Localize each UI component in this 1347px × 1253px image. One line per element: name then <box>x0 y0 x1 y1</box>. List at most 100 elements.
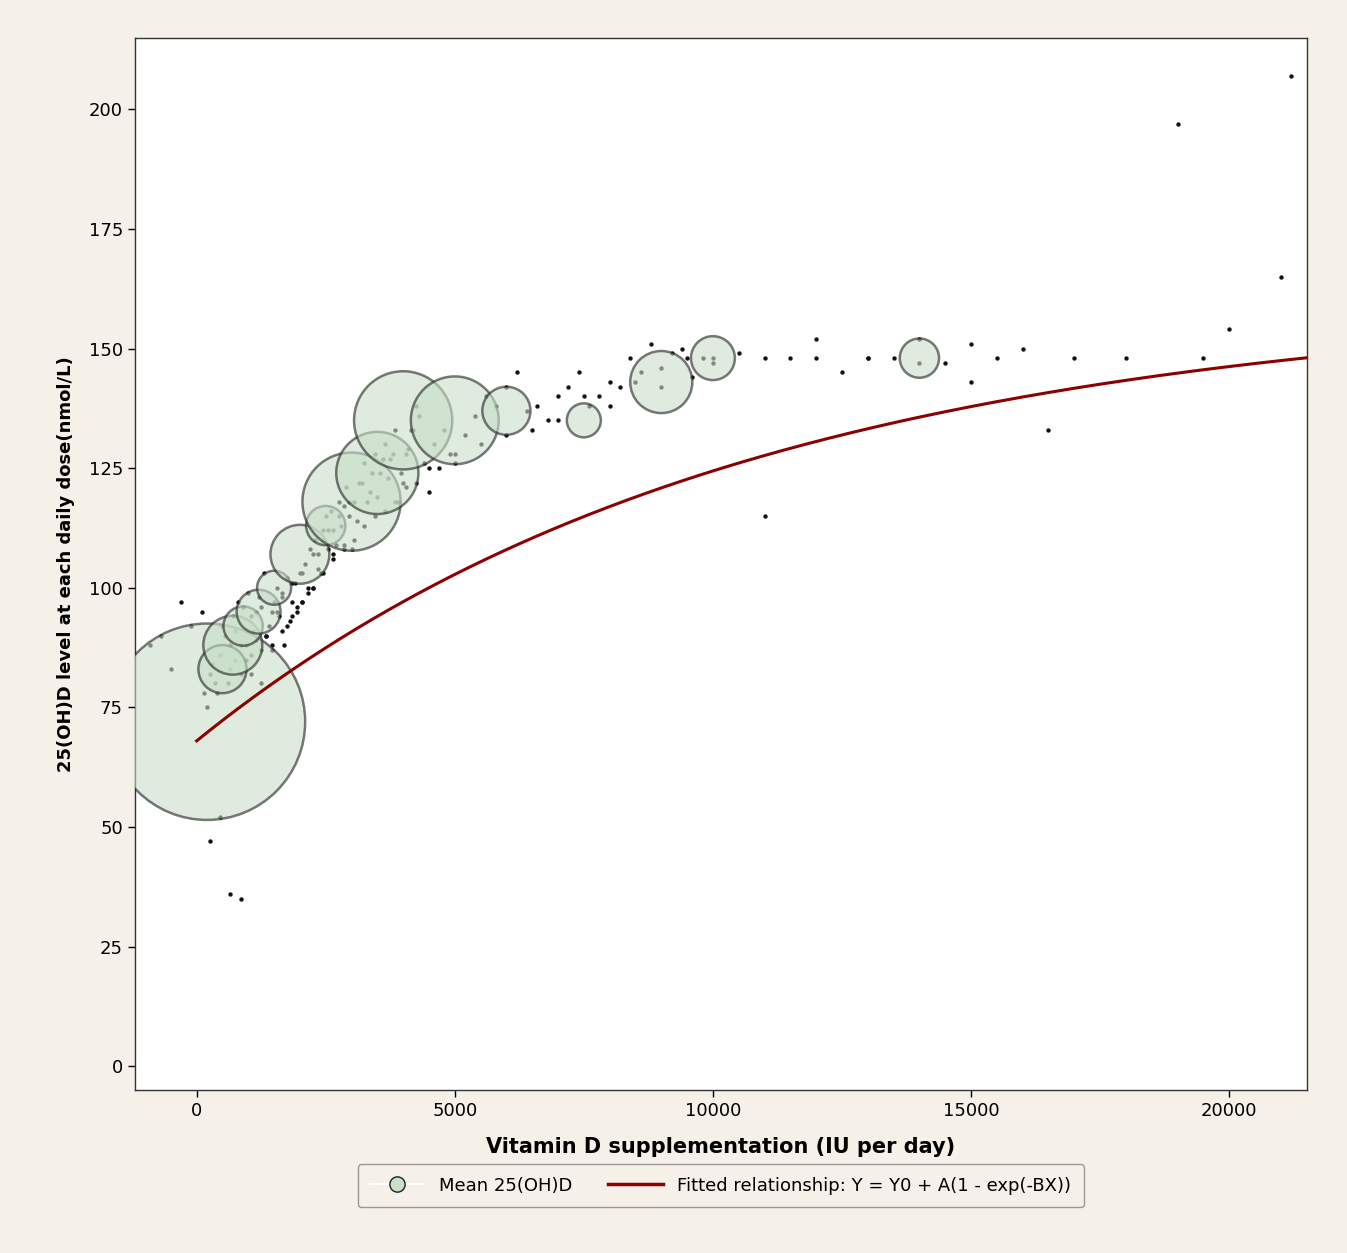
Point <box>385 491 407 511</box>
Point <box>496 377 517 397</box>
Point <box>290 564 311 584</box>
Point <box>194 683 216 703</box>
Point <box>392 472 414 492</box>
Point <box>377 467 399 487</box>
Point <box>346 511 368 531</box>
Point <box>199 831 221 851</box>
Point <box>335 477 357 497</box>
Point <box>857 348 878 368</box>
Point <box>651 357 672 377</box>
Point <box>253 564 275 584</box>
Point <box>986 348 1008 368</box>
Point <box>352 472 373 492</box>
Point <box>702 348 723 368</box>
Point <box>882 348 904 368</box>
Point <box>857 348 878 368</box>
Point <box>327 491 349 511</box>
Point <box>380 449 401 469</box>
Point <box>485 396 506 416</box>
Point <box>537 410 559 430</box>
Point <box>572 386 594 406</box>
Point <box>338 506 360 526</box>
Point <box>307 544 329 564</box>
Point <box>369 462 391 482</box>
Point <box>333 496 354 516</box>
Point <box>222 635 244 655</box>
Point <box>343 530 365 550</box>
Point <box>682 367 703 387</box>
Point <box>197 698 218 718</box>
Point <box>282 573 303 593</box>
Point <box>909 348 931 368</box>
Point <box>201 654 222 674</box>
Point <box>225 649 247 669</box>
Point <box>521 420 543 440</box>
Point <box>230 635 252 655</box>
Point <box>547 386 568 406</box>
Point <box>609 377 630 397</box>
Point <box>439 444 461 464</box>
Point <box>232 616 253 637</box>
Point <box>330 515 352 535</box>
Point <box>806 330 827 350</box>
Point <box>418 459 439 479</box>
Point <box>1219 320 1241 340</box>
Point <box>296 578 318 598</box>
Point <box>341 491 362 511</box>
Point <box>496 401 517 421</box>
Point <box>1167 114 1188 134</box>
Point <box>516 401 537 421</box>
Point <box>374 501 396 521</box>
Point <box>414 454 435 474</box>
Point <box>287 601 308 621</box>
Point <box>220 883 241 903</box>
Point <box>234 649 256 669</box>
Point <box>547 410 568 430</box>
Point <box>1064 348 1086 368</box>
Point <box>292 564 314 584</box>
Point <box>395 444 416 464</box>
Point <box>299 540 321 560</box>
Point <box>323 544 345 564</box>
Point <box>263 578 284 598</box>
Point <box>256 625 277 645</box>
Point <box>251 596 272 616</box>
Point <box>222 606 244 626</box>
Point <box>599 372 621 392</box>
Point <box>960 372 982 392</box>
Point <box>261 640 283 660</box>
Point <box>651 377 672 397</box>
Point <box>318 520 339 540</box>
Point <box>282 606 303 626</box>
Point <box>405 472 427 492</box>
Point <box>307 559 329 579</box>
Point <box>263 593 284 613</box>
Point <box>323 549 345 569</box>
Point <box>214 625 236 645</box>
Point <box>170 593 191 613</box>
Point <box>960 333 982 353</box>
Point <box>211 616 233 637</box>
Point <box>313 564 334 584</box>
Point <box>313 530 334 550</box>
Point <box>392 410 414 430</box>
X-axis label: Vitamin D supplementation (IU per day): Vitamin D supplementation (IU per day) <box>486 1136 955 1157</box>
Point <box>341 540 362 560</box>
Point <box>1281 66 1303 86</box>
Point <box>470 435 492 455</box>
Point <box>374 435 396 455</box>
Point <box>661 343 683 363</box>
Point <box>1115 348 1137 368</box>
Point <box>259 616 280 637</box>
Point <box>265 601 287 621</box>
Point <box>366 487 388 507</box>
Point <box>343 491 365 511</box>
Point <box>282 593 303 613</box>
Point <box>292 593 314 613</box>
Point <box>361 462 383 482</box>
Point <box>292 593 314 613</box>
Point <box>364 506 385 526</box>
Point <box>271 620 292 640</box>
Point <box>180 616 202 637</box>
Point <box>240 606 261 626</box>
